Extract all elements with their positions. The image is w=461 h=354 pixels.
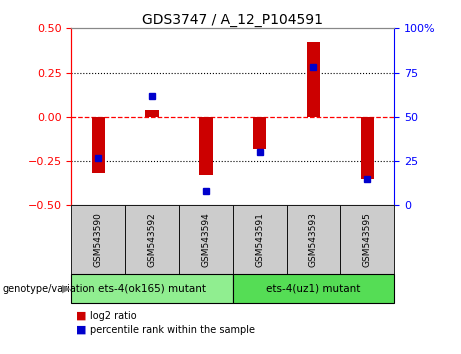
Text: percentile rank within the sample: percentile rank within the sample [90, 325, 255, 335]
Text: GSM543590: GSM543590 [94, 212, 103, 267]
Bar [199, 117, 213, 175]
Text: GSM543593: GSM543593 [309, 212, 318, 267]
Text: ets-4(uz1) mutant: ets-4(uz1) mutant [266, 284, 361, 294]
Text: GSM543591: GSM543591 [255, 212, 264, 267]
Text: genotype/variation: genotype/variation [2, 284, 95, 294]
Bar [307, 42, 320, 117]
Text: ▶: ▶ [62, 284, 71, 294]
Bar [92, 117, 105, 173]
Text: ■: ■ [76, 311, 87, 321]
Text: GSM543594: GSM543594 [201, 212, 210, 267]
Title: GDS3747 / A_12_P104591: GDS3747 / A_12_P104591 [142, 13, 323, 27]
Text: ets-4(ok165) mutant: ets-4(ok165) mutant [98, 284, 206, 294]
Text: log2 ratio: log2 ratio [90, 311, 136, 321]
Bar [145, 110, 159, 117]
Text: ■: ■ [76, 325, 87, 335]
Bar [253, 117, 266, 149]
Text: GSM543595: GSM543595 [363, 212, 372, 267]
Text: GSM543592: GSM543592 [148, 212, 157, 267]
Bar [361, 117, 374, 179]
